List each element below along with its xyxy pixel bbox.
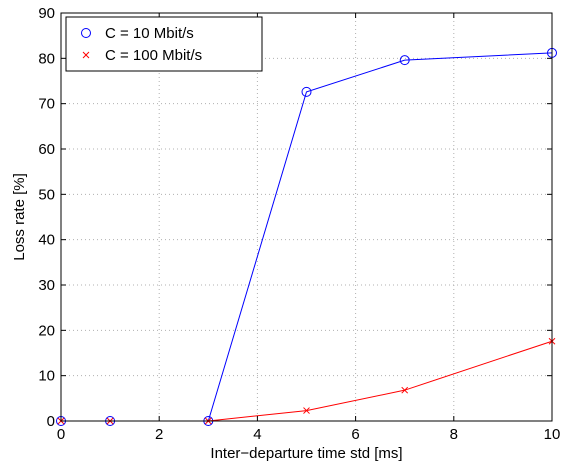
- x-tick-label: 10: [544, 426, 561, 443]
- x-axis-label: Inter−departure time std [ms]: [210, 445, 402, 462]
- y-tick-label: 10: [38, 368, 55, 385]
- legend-label: C = 100 Mbit/s: [105, 47, 202, 64]
- data-point: [301, 86, 312, 97]
- legend-marker: [81, 28, 91, 38]
- y-tick-label: 40: [38, 232, 55, 249]
- data-point: [401, 386, 409, 394]
- y-tick-label: 80: [38, 50, 55, 67]
- grid: [61, 13, 552, 421]
- x-tick-label: 0: [57, 426, 65, 443]
- y-tick-label: 0: [47, 413, 55, 430]
- legend-entry: C = 10 Mbit/s: [81, 25, 194, 42]
- y-tick-label: 90: [38, 5, 55, 22]
- ticks: 0 2 4 6 8 10 0 10 20 30 40 50 60 70 80 90: [38, 5, 560, 443]
- series-1: [56, 47, 557, 426]
- y-axis-label: Loss rate [%]: [11, 173, 28, 261]
- x-tick-label: 2: [155, 426, 163, 443]
- y-tick-label: 50: [38, 186, 55, 203]
- y-tick-label: 60: [38, 141, 55, 158]
- legend: C = 10 Mbit/s C = 100 Mbit/s: [65, 16, 263, 72]
- x-tick-label: 6: [351, 426, 359, 443]
- legend-box: [65, 16, 263, 72]
- y-tick-label: 70: [38, 96, 55, 113]
- x-tick-label: 4: [253, 426, 261, 443]
- y-tick-label: 30: [38, 277, 55, 294]
- series-2: [57, 337, 556, 425]
- y-tick-label: 20: [38, 322, 55, 339]
- x-tick-label: 8: [450, 426, 458, 443]
- plot-area-frame: [60, 12, 553, 422]
- data-point: [399, 55, 410, 66]
- legend-entry: C = 100 Mbit/s: [82, 47, 202, 64]
- series-line: [61, 340, 553, 422]
- series-layer: [56, 47, 557, 426]
- data-point: [303, 407, 310, 414]
- legend-label: C = 10 Mbit/s: [105, 25, 194, 42]
- legend-marker: [82, 51, 90, 59]
